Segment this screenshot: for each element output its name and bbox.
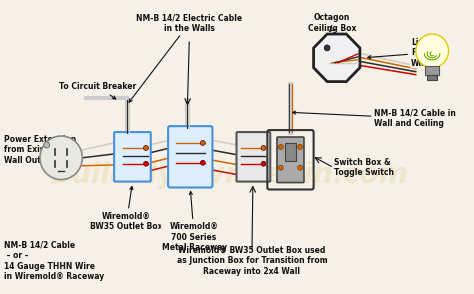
FancyBboxPatch shape — [237, 132, 270, 182]
Circle shape — [324, 45, 330, 51]
Circle shape — [144, 161, 148, 166]
Circle shape — [261, 161, 266, 166]
Text: Power Extension
from Existing
Wall Outlet: Power Extension from Existing Wall Outle… — [4, 135, 76, 165]
FancyBboxPatch shape — [168, 126, 212, 188]
Text: Octagon
Ceiling Box: Octagon Ceiling Box — [308, 13, 356, 33]
Text: Light
Fixture
Wires: Light Fixture Wires — [368, 38, 442, 68]
Bar — [285, 143, 296, 161]
Text: NM-B 14/2 Electric Cable
in the Walls: NM-B 14/2 Electric Cable in the Walls — [129, 14, 242, 102]
Text: Wiremold®
700 Series
Metal Raceway: Wiremold® 700 Series Metal Raceway — [162, 191, 227, 252]
Circle shape — [298, 165, 302, 170]
Text: Wiremold® BW35 Outlet Box used
as Junction Box for Transition from
Raceway into : Wiremold® BW35 Outlet Box used as Juncti… — [177, 246, 327, 276]
Circle shape — [278, 144, 283, 149]
FancyBboxPatch shape — [277, 137, 304, 183]
Circle shape — [278, 165, 283, 170]
Circle shape — [144, 146, 148, 151]
Bar — [425, 66, 439, 75]
Text: Wiremold®
BW35 Outlet Box: Wiremold® BW35 Outlet Box — [91, 186, 163, 231]
Polygon shape — [314, 34, 360, 82]
Text: BuildMyOwnCabin.com: BuildMyOwnCabin.com — [51, 161, 409, 189]
Circle shape — [201, 141, 205, 146]
FancyBboxPatch shape — [114, 132, 151, 182]
Circle shape — [201, 160, 205, 165]
Circle shape — [298, 144, 302, 149]
Text: To Circuit Breaker: To Circuit Breaker — [59, 81, 137, 99]
Text: NM-B 14/2 Cable
 – or –
14 Gauge THHN Wire
in Wiremold® Raceway: NM-B 14/2 Cable – or – 14 Gauge THHN Wir… — [4, 241, 105, 281]
Bar — [428, 75, 437, 80]
Text: NM-B 14/2 Cable in
Wall and Ceiling: NM-B 14/2 Cable in Wall and Ceiling — [292, 108, 456, 128]
Text: Switch Box &
Toggle Switch: Switch Box & Toggle Switch — [334, 158, 394, 177]
Circle shape — [40, 136, 82, 180]
Circle shape — [261, 146, 266, 151]
Circle shape — [44, 142, 50, 148]
Circle shape — [416, 34, 448, 68]
